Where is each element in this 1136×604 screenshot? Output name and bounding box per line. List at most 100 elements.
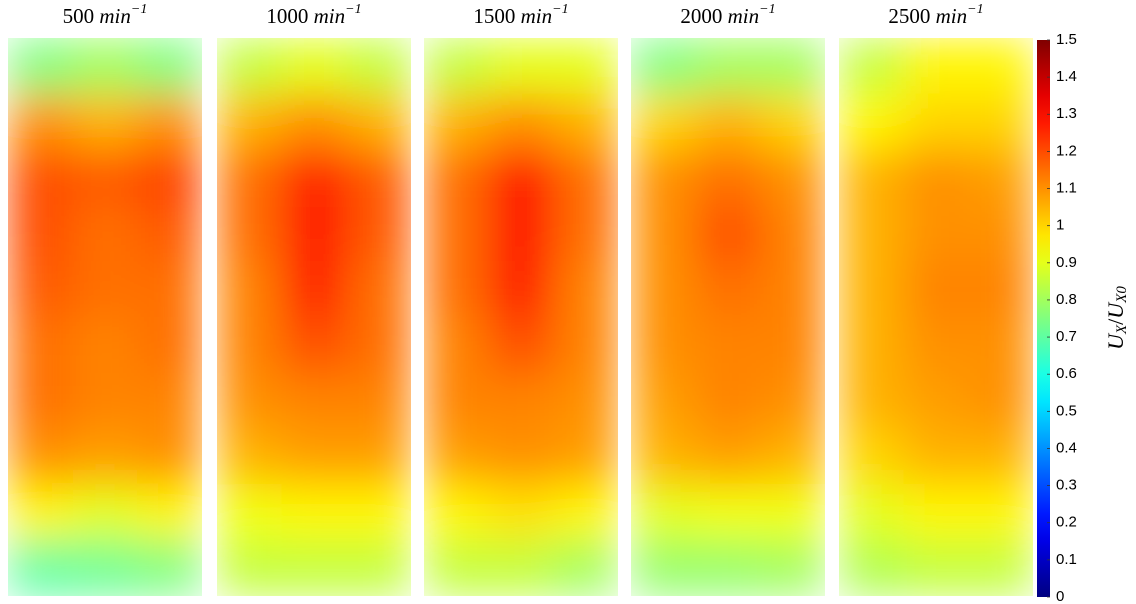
- heatmap-cell: [488, 149, 554, 206]
- heatmap-cell: [281, 317, 347, 374]
- heatmap-cell: [760, 38, 825, 95]
- heatmap-cell: [968, 93, 1033, 151]
- heatmap-cell: [553, 38, 618, 95]
- heatmap-cell: [903, 149, 969, 206]
- panel-speed: 2500: [888, 4, 930, 28]
- heatmap-cell: [281, 205, 347, 262]
- colorbar-tick-label: 0.2: [1056, 514, 1077, 531]
- heatmap-cell: [346, 261, 411, 318]
- heatmap-cell: [695, 205, 761, 262]
- heatmap-cell: [217, 317, 283, 374]
- heatmap-cell: [137, 484, 202, 541]
- heatmap-cell: [281, 38, 347, 95]
- heatmap-cell: [839, 205, 905, 262]
- heatmap-cell: [631, 484, 697, 541]
- heatmap-cell: [903, 428, 969, 485]
- heatmap-cell: [553, 372, 618, 430]
- heatmap-cell: [137, 93, 202, 151]
- heatmap-cell: [281, 149, 347, 206]
- heatmap-cell: [8, 205, 74, 262]
- heatmap-cell: [8, 540, 74, 596]
- heatmap-cell: [903, 484, 969, 541]
- heatmap-cell: [217, 484, 283, 541]
- colorbar-tick-label: 0: [1056, 588, 1064, 604]
- heatmap-cell: [903, 93, 969, 151]
- panel-unit: min: [99, 4, 131, 28]
- heatmap-cell: [488, 428, 554, 485]
- heatmap-cell: [903, 317, 969, 374]
- heatmap-cell: [903, 205, 969, 262]
- heatmap-cell: [346, 38, 411, 95]
- heatmap-cell: [488, 205, 554, 262]
- heatmap-cell: [631, 317, 697, 374]
- heatmap-cell: [695, 428, 761, 485]
- colorbar-tick-label: 1: [1056, 217, 1064, 234]
- colorbar: [1037, 40, 1050, 597]
- heatmap-cell: [553, 261, 618, 318]
- panel-speed: 2000: [680, 4, 722, 28]
- heatmap-cell: [424, 428, 490, 485]
- heatmap-cell: [8, 261, 74, 318]
- heatmap-cell: [968, 205, 1033, 262]
- heatmap-cell: [8, 317, 74, 374]
- heatmap-cell: [968, 540, 1033, 596]
- heatmap-cell: [137, 38, 202, 95]
- heatmap-cell: [631, 93, 697, 151]
- heatmap-cell: [424, 261, 490, 318]
- heatmap-cell: [903, 261, 969, 318]
- heatmap-cell: [8, 484, 74, 541]
- heatmap-cell: [137, 317, 202, 374]
- heatmap-cell: [968, 372, 1033, 430]
- heatmap-cell: [217, 428, 283, 485]
- heatmap-cell: [968, 38, 1033, 95]
- heatmap-panel: [631, 38, 825, 596]
- heatmap-cell: [488, 540, 554, 596]
- heatmap-cell: [424, 317, 490, 374]
- heatmap-cell: [72, 428, 138, 485]
- heatmap-cell: [424, 93, 490, 151]
- heatmap-cell: [695, 372, 761, 430]
- heatmap-cell: [968, 317, 1033, 374]
- heatmap-cell: [839, 372, 905, 430]
- panel-unit: min: [936, 4, 968, 28]
- heatmap-cell: [72, 317, 138, 374]
- heatmap-cell: [72, 372, 138, 430]
- colorbar-tick-label: 1.1: [1056, 180, 1077, 197]
- heatmap-cell: [631, 205, 697, 262]
- heatmap-cell: [631, 149, 697, 206]
- heatmap-cell: [281, 372, 347, 430]
- heatmap-cell: [553, 205, 618, 262]
- heatmap-cell: [553, 317, 618, 374]
- heatmap-cell: [488, 93, 554, 151]
- label-part: U: [1103, 301, 1128, 319]
- heatmap-cell: [695, 540, 761, 596]
- heatmap-cell: [839, 93, 905, 151]
- heatmap-cell: [695, 317, 761, 374]
- heatmap-cell: [760, 484, 825, 541]
- colorbar-tick-label: 0.6: [1056, 365, 1077, 382]
- label-part: U: [1103, 332, 1128, 350]
- heatmap-cell: [137, 372, 202, 430]
- heatmap-cell: [8, 93, 74, 151]
- heatmap-field: [217, 38, 411, 596]
- label-part: /: [1103, 318, 1128, 325]
- heatmap-cell: [137, 540, 202, 596]
- heatmap-cell: [424, 205, 490, 262]
- heatmap-cell: [488, 38, 554, 95]
- panel-speed: 1000: [266, 4, 308, 28]
- panel-exponent: −1: [759, 2, 775, 17]
- heatmap-cell: [695, 93, 761, 151]
- colorbar-tick-label: 0.7: [1056, 328, 1077, 345]
- heatmap-cell: [217, 372, 283, 430]
- heatmap-cell: [72, 38, 138, 95]
- heatmap-cell: [631, 540, 697, 596]
- heatmap-cell: [137, 149, 202, 206]
- heatmap-cell: [137, 261, 202, 318]
- heatmap-cell: [488, 317, 554, 374]
- heatmap-panel: [839, 38, 1033, 596]
- heatmap-cell: [424, 484, 490, 541]
- heatmap-cell: [8, 372, 74, 430]
- heatmap-cell: [346, 317, 411, 374]
- panel-exponent: −1: [552, 2, 568, 17]
- heatmap-cell: [424, 540, 490, 596]
